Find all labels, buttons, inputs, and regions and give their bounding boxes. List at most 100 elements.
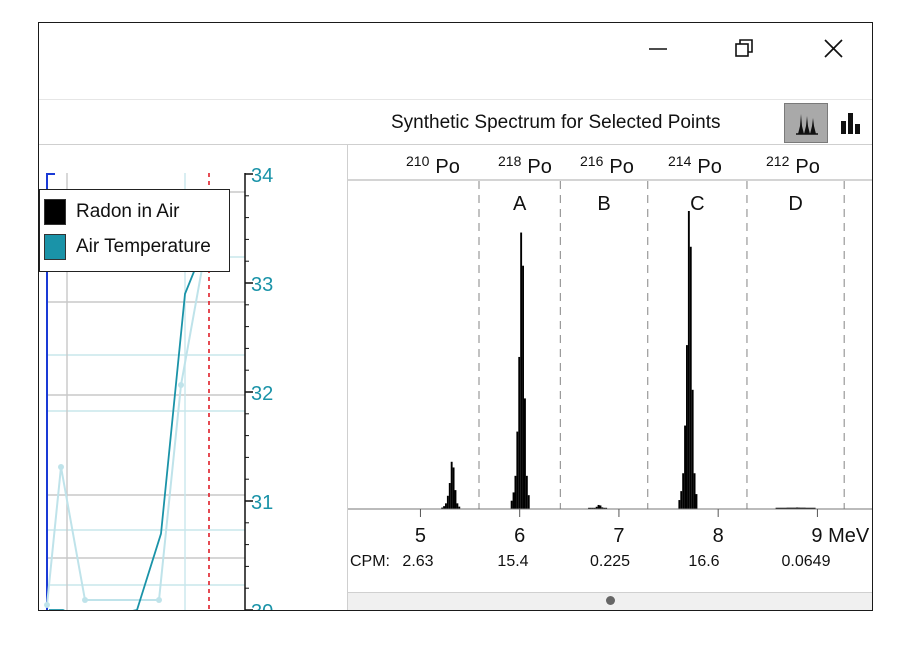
spectrum-peak-bar xyxy=(450,461,453,509)
cpm-value: 16.6 xyxy=(688,553,719,570)
title-bar xyxy=(39,23,872,99)
spectrum-peak-bar xyxy=(525,475,528,509)
axis-tick-label: 34 xyxy=(251,165,273,187)
spectrum-peak-bar xyxy=(687,211,690,509)
title-separator xyxy=(39,99,872,100)
spectrum-peak-bar xyxy=(452,467,455,509)
legend-swatch-air-temperature xyxy=(44,234,66,260)
spectrum-peak-bar xyxy=(695,494,698,509)
spectrum-peak-bar xyxy=(605,507,608,509)
spectrum-peak-bar xyxy=(691,389,694,509)
isotope-label: 210 Po xyxy=(406,153,460,178)
isotope-label: 218 Po xyxy=(498,153,552,178)
spectrum-peak-bar xyxy=(689,246,692,509)
axis-tick-label: 33 xyxy=(251,274,273,296)
spectrum-peak-bar xyxy=(595,506,598,509)
spectrum-peak-bar xyxy=(454,490,457,509)
energy-tick-label: 8 xyxy=(713,525,724,547)
legend-swatch-radon xyxy=(44,199,66,225)
spectrum-peak-bar xyxy=(443,506,446,509)
legend-label-air-temperature: Air Temperature xyxy=(76,236,211,257)
spectrum-peak-bar xyxy=(684,425,687,509)
spectrum-peak-bar xyxy=(516,431,519,509)
window-label: C xyxy=(690,193,704,215)
cpm-value: 15.4 xyxy=(497,553,528,570)
minimize-button[interactable] xyxy=(629,29,689,69)
axis-tick-label: 31 xyxy=(251,492,273,514)
temperature-light-point xyxy=(178,382,184,388)
minimize-icon xyxy=(649,48,667,50)
isotope-labels: 210 Po 218 Po 216 Po 214 Po 212 Po xyxy=(406,153,820,178)
spectrum-peak-bar xyxy=(527,495,530,509)
isotope-label: 216 Po xyxy=(580,153,634,178)
cpm-values: CPM: 2.63 15.4 0.225 16.6 0.0649 xyxy=(350,553,831,570)
energy-tick-label: 5 xyxy=(415,525,426,547)
spectrum-peak-bar xyxy=(518,356,521,509)
chart-legend: Radon in Air Air Temperature xyxy=(39,189,230,272)
spectrum-peak-bar xyxy=(597,504,600,509)
scroll-grip[interactable] xyxy=(606,596,615,605)
cpm-label: CPM: xyxy=(350,553,390,570)
window-labels: A B C D xyxy=(513,193,803,215)
temperature-light-point xyxy=(58,464,64,470)
spectrum-peak-bar xyxy=(520,232,523,509)
spectrum-chart: 210 Po 218 Po 216 Po 214 Po 212 Po A B C D 5 6 7 8 9 MeV… xyxy=(348,153,872,570)
right-axis-ticks: 34 33 32 31 30 xyxy=(245,165,273,610)
temperature-light-line xyxy=(46,229,211,606)
bar-chart-icon xyxy=(841,113,860,134)
peak-spectrum-icon xyxy=(796,114,818,135)
spectrum-peak-bar xyxy=(593,507,596,509)
spectrum-peak-bar xyxy=(446,495,449,509)
axis-tick-label: 30 xyxy=(251,601,273,610)
close-icon xyxy=(824,39,843,58)
spectrum-peak-bar xyxy=(523,398,526,509)
spectrum-peaks xyxy=(441,211,816,509)
spectrum-peak-bar xyxy=(588,507,590,509)
spectrum-peak-bar xyxy=(680,491,683,509)
cpm-value: 0.0649 xyxy=(782,553,831,570)
spectrum-peak-bar xyxy=(514,475,517,509)
close-button[interactable] xyxy=(804,29,864,69)
window-label: A xyxy=(513,193,527,215)
content-divider xyxy=(39,144,872,145)
temperature-light-point xyxy=(156,597,162,603)
window-label: D xyxy=(788,193,802,215)
spectrum-peak-bar xyxy=(445,503,447,509)
spectrum-title: Synthetic Spectrum for Selected Points xyxy=(391,112,721,133)
spectrum-peak-bar xyxy=(589,507,592,509)
restore-icon xyxy=(735,39,753,57)
spectrum-peak-bar xyxy=(458,506,461,509)
restore-button[interactable] xyxy=(715,29,775,69)
spectrum-peak-bar xyxy=(693,473,696,509)
spectrum-peak-bar xyxy=(601,507,604,509)
spectrum-peak-bar xyxy=(686,345,688,509)
spectrum-peak-bar xyxy=(599,505,602,509)
spectrum-toolbar: Synthetic Spectrum for Selected Points xyxy=(39,100,872,144)
spectrum-peak-bar xyxy=(678,500,681,509)
spectrum-panel: 210 Po 218 Po 216 Po 214 Po 212 Po A B C D 5 6 7 8 9 MeV… xyxy=(348,145,872,610)
spectrum-peak-bar xyxy=(591,507,594,509)
spectrum-scrollbar[interactable] xyxy=(348,592,872,610)
energy-axis-ticks: 5 6 7 8 9 MeV xyxy=(415,509,870,547)
spectrum-peak-bar xyxy=(522,265,524,509)
window-label: B xyxy=(597,193,610,215)
temperature-line xyxy=(49,217,212,610)
energy-tick-label: 7 xyxy=(613,525,624,547)
spectrum-peak-bar xyxy=(456,503,459,509)
spectrum-peak-bar xyxy=(448,483,451,509)
bar-histogram-view-button[interactable] xyxy=(829,103,872,143)
temperature-light-point xyxy=(44,602,50,608)
peak-spectrum-view-button[interactable] xyxy=(784,103,828,143)
isotope-label: 214 Po xyxy=(668,153,722,178)
panel-splitter[interactable] xyxy=(347,145,348,610)
window-boundaries xyxy=(478,181,845,509)
energy-tick-label: 9 MeV xyxy=(811,525,869,547)
time-series-panel: 34 33 32 31 30 Radon in Air Air Temperature xyxy=(39,145,347,610)
cpm-value: 2.63 xyxy=(402,553,433,570)
axis-tick-label: 32 xyxy=(251,383,273,405)
temperature-light-point xyxy=(82,597,88,603)
spectrum-peak-bar xyxy=(510,500,513,509)
spectrum-peak-bar xyxy=(682,473,685,509)
isotope-label: 212 Po xyxy=(766,153,820,178)
spectrum-peak-bar xyxy=(512,492,515,509)
